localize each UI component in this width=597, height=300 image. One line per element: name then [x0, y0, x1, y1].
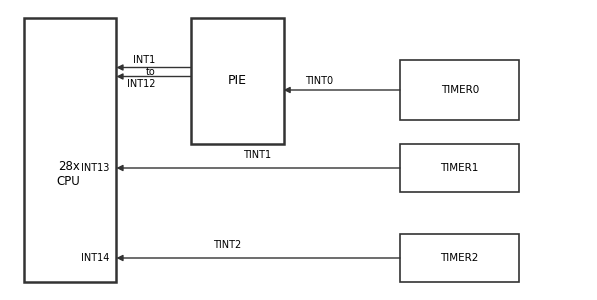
Text: INT14: INT14	[81, 253, 109, 263]
Bar	[191, 18, 284, 144]
Bar	[400, 234, 519, 282]
Text: 28x
CPU: 28x CPU	[57, 160, 81, 188]
Bar	[24, 18, 116, 282]
Text: TINT2: TINT2	[213, 241, 241, 250]
Text: INT13: INT13	[81, 163, 109, 173]
Text: INT1
to
INT12: INT1 to INT12	[127, 56, 155, 88]
Text: TINT1: TINT1	[242, 151, 271, 160]
Text: TIMER2: TIMER2	[441, 253, 479, 263]
Text: PIE: PIE	[228, 74, 247, 88]
Bar	[400, 144, 519, 192]
Text: TINT0: TINT0	[305, 76, 334, 85]
Text: TIMER0: TIMER0	[441, 85, 479, 95]
Bar	[400, 60, 519, 120]
Text: TIMER1: TIMER1	[441, 163, 479, 173]
